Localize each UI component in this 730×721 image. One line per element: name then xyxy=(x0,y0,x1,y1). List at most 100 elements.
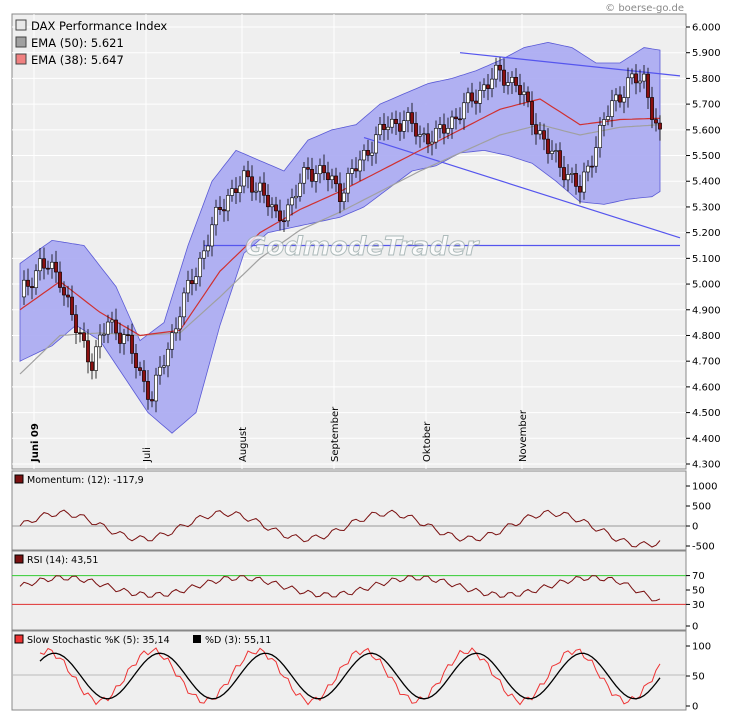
candle-body xyxy=(122,334,126,344)
candle-body xyxy=(534,124,538,135)
candlesticks xyxy=(22,57,662,413)
candle-body xyxy=(258,182,262,192)
month-label: Oktober xyxy=(422,421,433,462)
candle-body xyxy=(602,119,606,126)
candle-body xyxy=(226,195,230,212)
candle-body xyxy=(34,270,38,289)
price-axis: 6.000 5.900 5.800 5.700 5.600 5.500 5.400 5.300… xyxy=(686,23,721,471)
candle-body xyxy=(58,271,62,288)
legend-index: DAX Performance Index xyxy=(31,19,167,33)
candle-body xyxy=(514,77,518,86)
stoch-axis: 100 50 0 xyxy=(686,642,711,713)
candle-body xyxy=(386,126,390,130)
rsi-tick-label: 0 xyxy=(692,622,698,633)
candle-body xyxy=(62,287,66,296)
candle-body xyxy=(430,141,434,145)
momentum-swatch xyxy=(14,474,24,484)
candle-body xyxy=(458,118,462,121)
candle-body xyxy=(210,224,214,247)
candle-body xyxy=(74,314,78,333)
trendlines xyxy=(204,52,681,247)
candle-body xyxy=(478,90,482,104)
price-tick-label: 4.600 xyxy=(692,382,721,393)
candle-body xyxy=(246,170,250,178)
candle-body xyxy=(318,165,322,175)
candle-body xyxy=(482,84,486,91)
candle-body xyxy=(290,197,294,206)
candle-body xyxy=(322,165,326,174)
candle-body xyxy=(102,333,106,336)
candle-body xyxy=(590,165,594,168)
candle-body xyxy=(358,159,362,172)
candle-body xyxy=(650,97,654,120)
momentum-axis: 1000 500 0 -500 xyxy=(686,482,717,553)
candle-body xyxy=(150,399,154,402)
candle-body xyxy=(266,194,270,208)
price-tick-label: 4.500 xyxy=(692,408,721,419)
candle-body xyxy=(634,73,638,84)
candle-body xyxy=(522,91,526,95)
candle-body xyxy=(274,204,278,212)
candle-body xyxy=(570,173,574,175)
candle-body xyxy=(622,97,626,103)
candle-body xyxy=(546,138,550,154)
candle-body xyxy=(310,168,314,182)
month-label: September xyxy=(330,406,341,462)
candle-body xyxy=(598,125,602,148)
candle-body xyxy=(286,204,290,222)
legend-swatch-ema38 xyxy=(15,53,27,65)
candle-body xyxy=(470,92,474,102)
candle-body xyxy=(110,319,114,323)
month-label: August xyxy=(238,427,249,462)
candle-body xyxy=(138,367,142,371)
candle-body xyxy=(578,186,582,193)
candle-body xyxy=(166,348,170,367)
rsi-line xyxy=(19,575,661,602)
candle-body xyxy=(22,279,26,298)
candle-body xyxy=(230,188,234,196)
candle-body xyxy=(530,101,534,125)
candle-body xyxy=(42,258,46,269)
candle-body xyxy=(366,150,370,156)
candle-body xyxy=(162,365,166,368)
candle-body xyxy=(214,207,218,226)
stoch-k-line xyxy=(39,647,661,706)
candle-body xyxy=(330,175,334,181)
momentum-tick-label: 1000 xyxy=(692,482,717,493)
candle-body xyxy=(410,112,414,124)
candle-body xyxy=(350,168,354,174)
momentum-line xyxy=(19,509,661,548)
watermark: GodmodeTrader xyxy=(245,232,481,262)
price-tick-label: 4.400 xyxy=(692,434,721,445)
stoch-k-label: Slow Stochastic %K (5): 35,14 xyxy=(27,635,170,646)
candle-body xyxy=(306,167,310,170)
price-tick-label: 5.800 xyxy=(692,74,721,85)
candle-body xyxy=(278,210,282,222)
candle-body xyxy=(178,316,182,330)
candle-body xyxy=(398,123,402,132)
candle-body xyxy=(26,279,30,287)
candle-body xyxy=(362,150,366,161)
price-tick-label: 6.000 xyxy=(692,23,721,34)
candle-body xyxy=(550,150,554,154)
legend-ema38: EMA (38): 5.647 xyxy=(31,53,124,67)
candle-body xyxy=(298,182,302,197)
momentum-panel xyxy=(11,470,687,551)
candle-body xyxy=(270,204,274,208)
candle-body xyxy=(302,167,306,184)
rsi-axis: 70 50 30 0 xyxy=(686,571,705,633)
candle-body xyxy=(626,77,630,98)
month-label: November xyxy=(518,409,529,462)
price-tick-label: 5.900 xyxy=(692,48,721,59)
candle-body xyxy=(234,188,238,194)
candle-body xyxy=(106,321,110,335)
candle-body xyxy=(206,245,210,252)
candle-body xyxy=(382,123,386,130)
candle-body xyxy=(490,78,494,89)
candle-body xyxy=(614,94,618,102)
candle-body xyxy=(374,134,378,154)
candle-body xyxy=(202,250,206,259)
candle-body xyxy=(390,118,394,128)
candle-body xyxy=(142,370,146,382)
price-tick-label: 5.000 xyxy=(692,280,721,291)
